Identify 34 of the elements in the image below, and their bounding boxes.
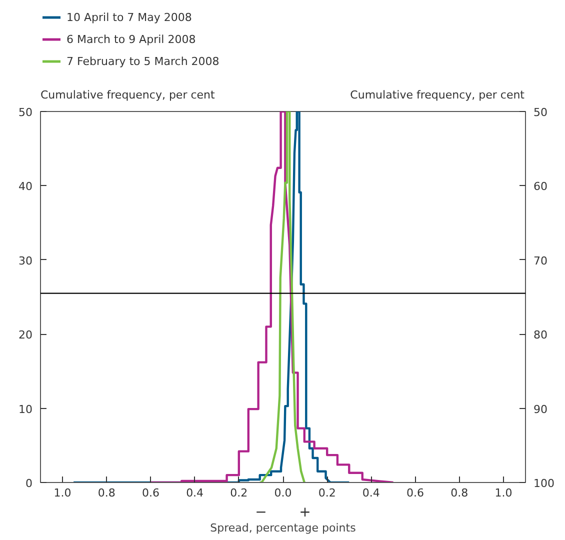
x-tick-label: 0.6: [406, 486, 424, 500]
x-tick-label: 0.2: [230, 486, 248, 500]
line-series: [150, 112, 394, 482]
text: +: [299, 504, 311, 520]
legend-label: 6 March to 9 April 2008: [66, 33, 196, 46]
x-tick-label: 0.6: [142, 486, 160, 500]
y2-tick-label: 100: [534, 477, 554, 490]
x-tick-label: 1.0: [54, 486, 72, 500]
x-tick-label: 0.4: [362, 486, 380, 500]
y2-tick-label: 50: [534, 106, 548, 119]
line-series: [258, 112, 306, 482]
y-axis-title: Cumulative frequency, per cent: [40, 88, 216, 102]
y-tick-label: 50: [18, 106, 33, 119]
x-axis-title: Spread, percentage points: [210, 522, 356, 534]
y2-tick-label: 80: [534, 328, 548, 342]
y-tick-label: 40: [18, 180, 33, 194]
y2-axis-title: Cumulative frequency, per cent: [350, 88, 526, 102]
y2-tick-label: 90: [534, 402, 548, 416]
text: −: [255, 504, 267, 520]
legend-label: 7 February to 5 March 2008: [66, 55, 220, 68]
y-tick-label: 0: [26, 477, 32, 490]
y2-tick-label: 70: [534, 254, 548, 268]
x-tick-label: 0.4: [186, 486, 204, 500]
x-tick-label: 1.0: [494, 486, 512, 500]
y-tick-label: 20: [18, 328, 33, 342]
y-tick-label: 10: [18, 402, 33, 416]
y2-tick-label: 60: [534, 180, 548, 194]
x-tick-label: 0.0: [274, 486, 292, 500]
x-tick-label: 0.2: [318, 486, 336, 500]
x-tick-label: 0.8: [450, 486, 468, 500]
y-tick-label: 30: [18, 254, 33, 268]
x-tick-label: 0.8: [98, 486, 116, 500]
legend-label: 10 April to 7 May 2008: [66, 11, 192, 24]
line-series: [72, 112, 350, 482]
